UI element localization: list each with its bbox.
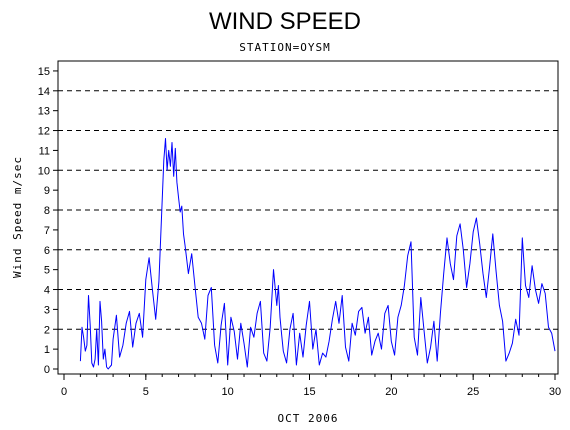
x-axis-label: OCT 2006 — [278, 412, 339, 425]
x-tick-label: 15 — [303, 386, 315, 398]
x-tick-label: 10 — [222, 386, 234, 398]
plot-frame — [57, 60, 559, 375]
y-tick-label: 2 — [44, 324, 50, 336]
y-tick-label: 13 — [38, 106, 50, 118]
x-tick-label: 30 — [549, 386, 561, 398]
y-axis-label: Wind Speed m/sec — [11, 156, 24, 278]
y-tick-label: 4 — [44, 285, 50, 297]
y-tick-label: 11 — [39, 145, 50, 157]
series-line — [79, 138, 556, 370]
y-tick-label: 1 — [44, 344, 50, 356]
x-tick-label: 20 — [385, 386, 397, 398]
y-tick-label: 12 — [38, 126, 50, 138]
y-tick-label: 3 — [44, 304, 50, 316]
series-group — [79, 138, 556, 370]
x-tick-label: 5 — [143, 386, 149, 398]
y-tick-label: 0 — [44, 364, 50, 376]
x-axis: 0 5 10 15 20 25 30 — [61, 374, 561, 398]
chart-title: WIND SPEED — [209, 8, 361, 35]
y-tick-label: 15 — [38, 66, 50, 78]
x-tick-label: 0 — [61, 386, 67, 398]
y-tick-label: 5 — [44, 265, 50, 277]
y-tick-label: 14 — [38, 86, 50, 98]
chart-subtitle: STATION=OYSM — [239, 41, 330, 54]
y-tick-label: 9 — [44, 185, 50, 197]
y-tick-label: 10 — [38, 165, 50, 177]
y-tick-label: 8 — [44, 205, 50, 217]
y-tick-label: 6 — [44, 245, 50, 257]
gridlines — [58, 90, 558, 330]
x-tick-label: 25 — [467, 386, 479, 398]
y-tick-label: 7 — [44, 225, 50, 237]
